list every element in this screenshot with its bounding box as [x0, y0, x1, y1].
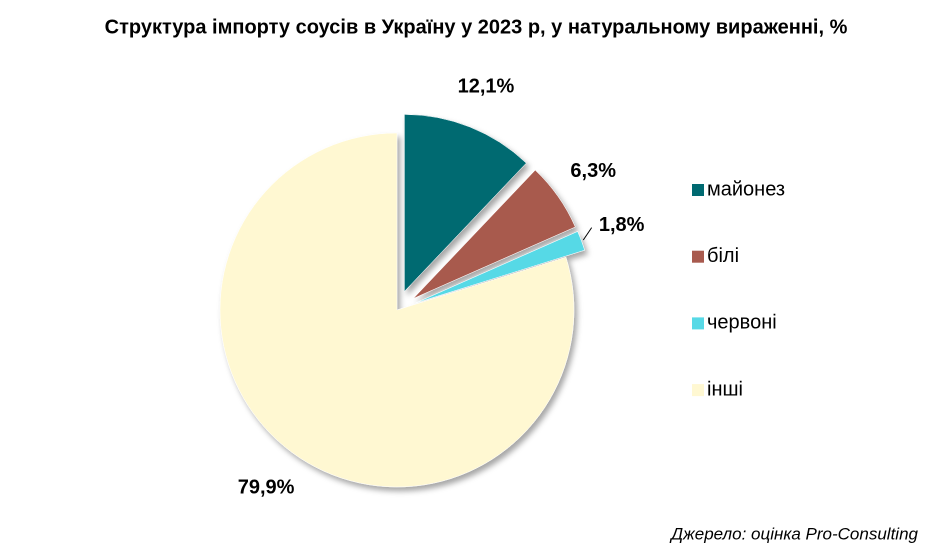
pie-slice	[415, 231, 585, 304]
value-label: 6,3%	[570, 160, 616, 182]
legend-swatch	[692, 250, 704, 263]
value-label: 1,8%	[599, 214, 645, 236]
value-label: 12,1%	[458, 75, 515, 97]
leader-line	[582, 227, 593, 241]
pie-slice	[404, 114, 527, 293]
pie-slice	[219, 132, 575, 488]
pie-slice	[413, 169, 576, 299]
legend-label: червоні	[707, 312, 777, 334]
legend-label: білі	[707, 245, 739, 267]
legend-label: інші	[707, 378, 743, 400]
pie	[219, 114, 585, 488]
chart-title: Структура імпорту соусів в Україну у 202…	[105, 16, 848, 38]
legend-label: майонез	[707, 178, 785, 200]
source-note: Джерело: оцінка Pro-Consulting	[669, 524, 918, 543]
value-label: 79,9%	[238, 476, 295, 498]
legend-swatch	[692, 317, 704, 330]
legend-swatch	[692, 184, 704, 196]
legend-swatch	[692, 384, 704, 397]
